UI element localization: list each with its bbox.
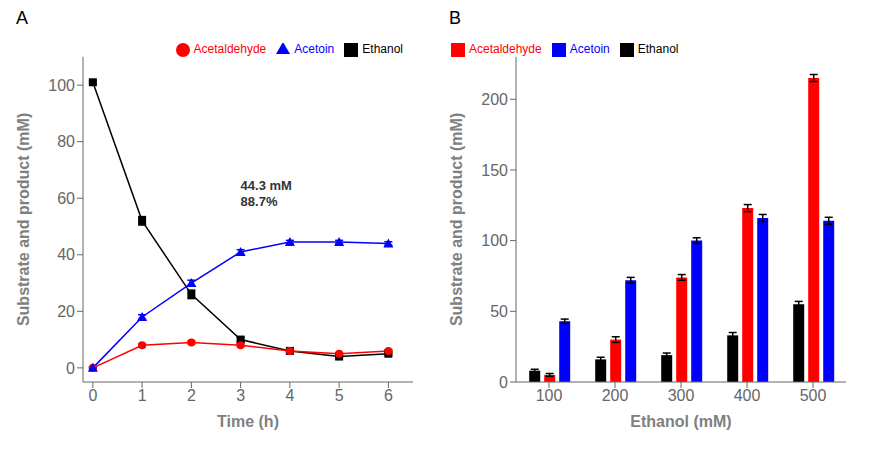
svg-text:5: 5 — [335, 387, 344, 404]
svg-text:3: 3 — [236, 387, 245, 404]
svg-text:0: 0 — [66, 360, 75, 377]
svg-text:200: 200 — [602, 387, 629, 404]
svg-text:50: 50 — [490, 303, 508, 320]
svg-text:4: 4 — [285, 387, 294, 404]
svg-text:88.7%: 88.7% — [241, 194, 278, 209]
html-text:Acetoin: Acetoin — [294, 42, 335, 56]
svg-text:Ethanol (mM): Ethanol (mM) — [630, 413, 731, 430]
svg-text:80: 80 — [57, 133, 75, 150]
html-text:Acetoin: Acetoin — [569, 42, 610, 56]
svg-text:Time (h): Time (h) — [217, 413, 279, 430]
svg-text:0: 0 — [499, 374, 508, 391]
svg-text:20: 20 — [57, 303, 75, 320]
svg-text:1: 1 — [138, 387, 147, 404]
svg-text:60: 60 — [57, 190, 75, 207]
svg-text:150: 150 — [481, 162, 508, 179]
svg-text:400: 400 — [734, 387, 761, 404]
svg-text:500: 500 — [800, 387, 827, 404]
html-text:B: B — [449, 8, 461, 28]
html-text:Acetaldehyde: Acetaldehyde — [469, 42, 542, 56]
svg-text:Substrate and product (mM): Substrate and product (mM) — [15, 113, 32, 326]
html-text:A: A — [16, 8, 28, 28]
svg-text:0: 0 — [88, 387, 97, 404]
html-text:Ethanol: Ethanol — [637, 42, 679, 56]
svg-text:300: 300 — [668, 387, 695, 404]
svg-text:100: 100 — [481, 232, 508, 249]
svg-text:40: 40 — [57, 246, 75, 263]
svg-text:2: 2 — [187, 387, 196, 404]
svg-text:100: 100 — [536, 387, 563, 404]
svg-text:44.3 mM: 44.3 mM — [241, 178, 292, 193]
svg-text:200: 200 — [481, 91, 508, 108]
html-text:Ethanol: Ethanol — [362, 42, 403, 56]
svg-text:Substrate and product (mM): Substrate and product (mM) — [448, 113, 465, 326]
svg-text:100: 100 — [48, 77, 75, 94]
html-text:Acetaldehyde: Acetaldehyde — [193, 42, 267, 56]
svg-text:6: 6 — [384, 387, 393, 404]
